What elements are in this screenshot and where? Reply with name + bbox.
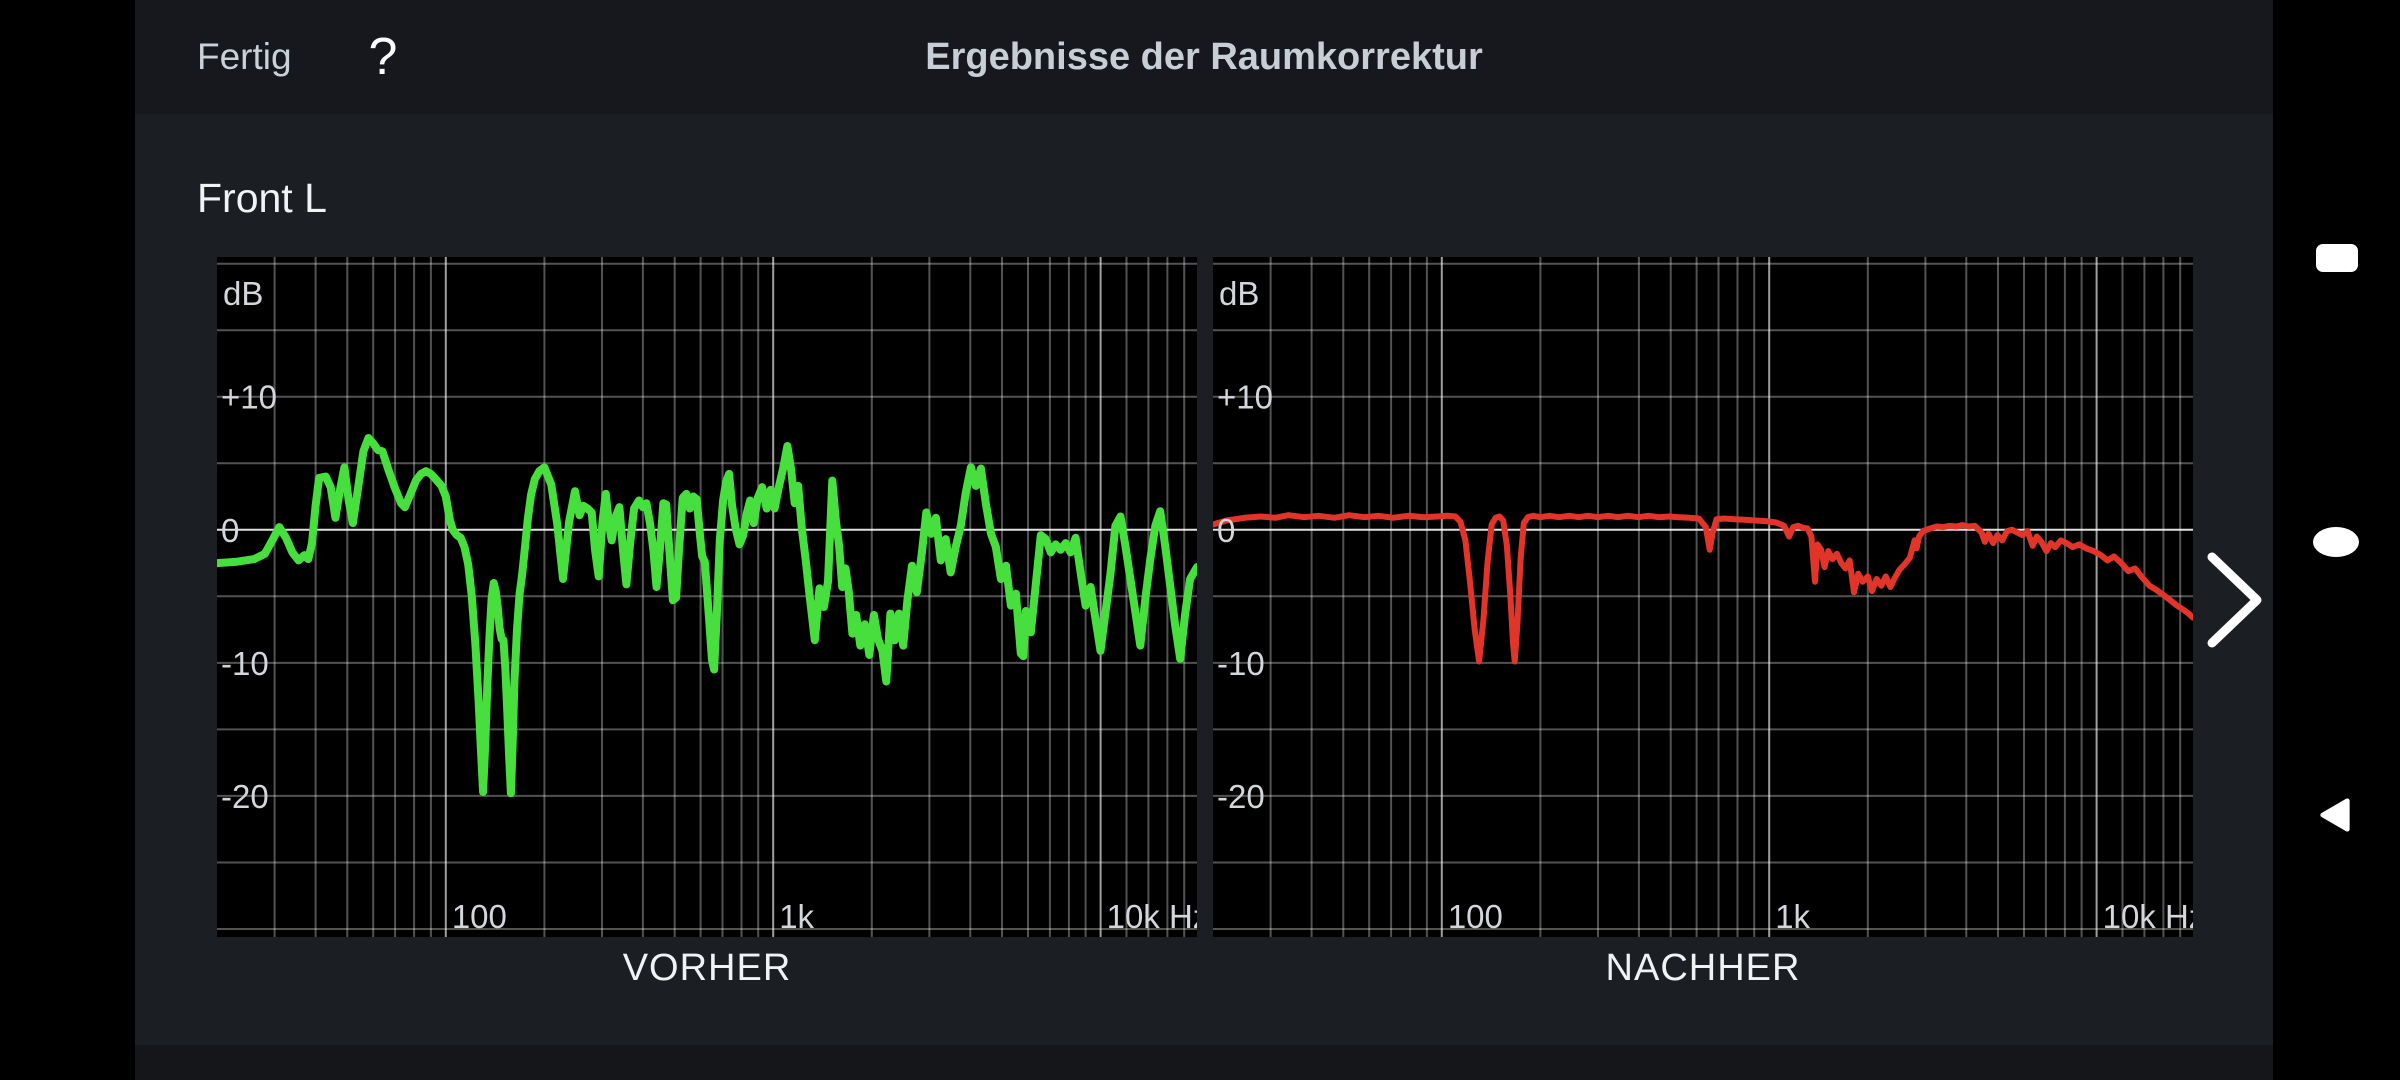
svg-text:-20: -20	[1217, 778, 1265, 815]
svg-text:100: 100	[452, 898, 507, 935]
before-chart-plot: dB +10 0 -10 -20 100 1k 10k Hz	[217, 257, 1197, 937]
svg-text:dB: dB	[1219, 275, 1259, 312]
svg-text:10k Hz: 10k Hz	[2103, 898, 2193, 935]
svg-text:1k: 1k	[779, 898, 814, 935]
svg-text:-10: -10	[1217, 645, 1265, 682]
top-app-bar: Ergebnisse der Raumkorrektur Fertig ?	[135, 0, 2273, 114]
svg-text:100: 100	[1448, 898, 1503, 935]
recents-square-icon[interactable]	[2316, 244, 2358, 272]
after-chart-caption: NACHHER	[1605, 947, 1801, 989]
home-circle-icon[interactable]	[2313, 527, 2359, 557]
bottom-inset-strip	[135, 1045, 2273, 1080]
android-navigation-bar	[2273, 0, 2400, 1080]
svg-text:0: 0	[221, 512, 239, 549]
done-button[interactable]: Fertig	[197, 0, 292, 114]
before-chart-panel: dB +10 0 -10 -20 100 1k 10k Hz VORHER	[217, 257, 1197, 990]
svg-text:-10: -10	[221, 645, 269, 682]
svg-text:+10: +10	[1217, 379, 1273, 416]
svg-text:dB: dB	[223, 275, 263, 312]
svg-text:1k: 1k	[1775, 898, 1810, 935]
svg-text:-20: -20	[221, 778, 269, 815]
svg-text:+10: +10	[221, 379, 277, 416]
before-chart-caption: VORHER	[622, 947, 792, 989]
svg-text:0: 0	[1217, 512, 1235, 549]
speaker-label: Front L	[197, 175, 327, 221]
svg-text:10k Hz: 10k Hz	[1107, 898, 1197, 935]
help-button[interactable]: ?	[353, 0, 413, 114]
display-cutout-strip	[0, 0, 135, 1080]
page-title: Ergebnisse der Raumkorrektur	[925, 36, 1483, 78]
after-chart-plot: dB +10 0 -10 -20 100 1k 10k Hz	[1213, 257, 2193, 937]
after-chart-panel: dB +10 0 -10 -20 100 1k 10k Hz NACHHER	[1213, 257, 2193, 990]
back-triangle-icon[interactable]	[2318, 797, 2352, 833]
chevron-right-icon[interactable]	[2200, 548, 2270, 652]
question-mark-icon: ?	[368, 28, 398, 86]
